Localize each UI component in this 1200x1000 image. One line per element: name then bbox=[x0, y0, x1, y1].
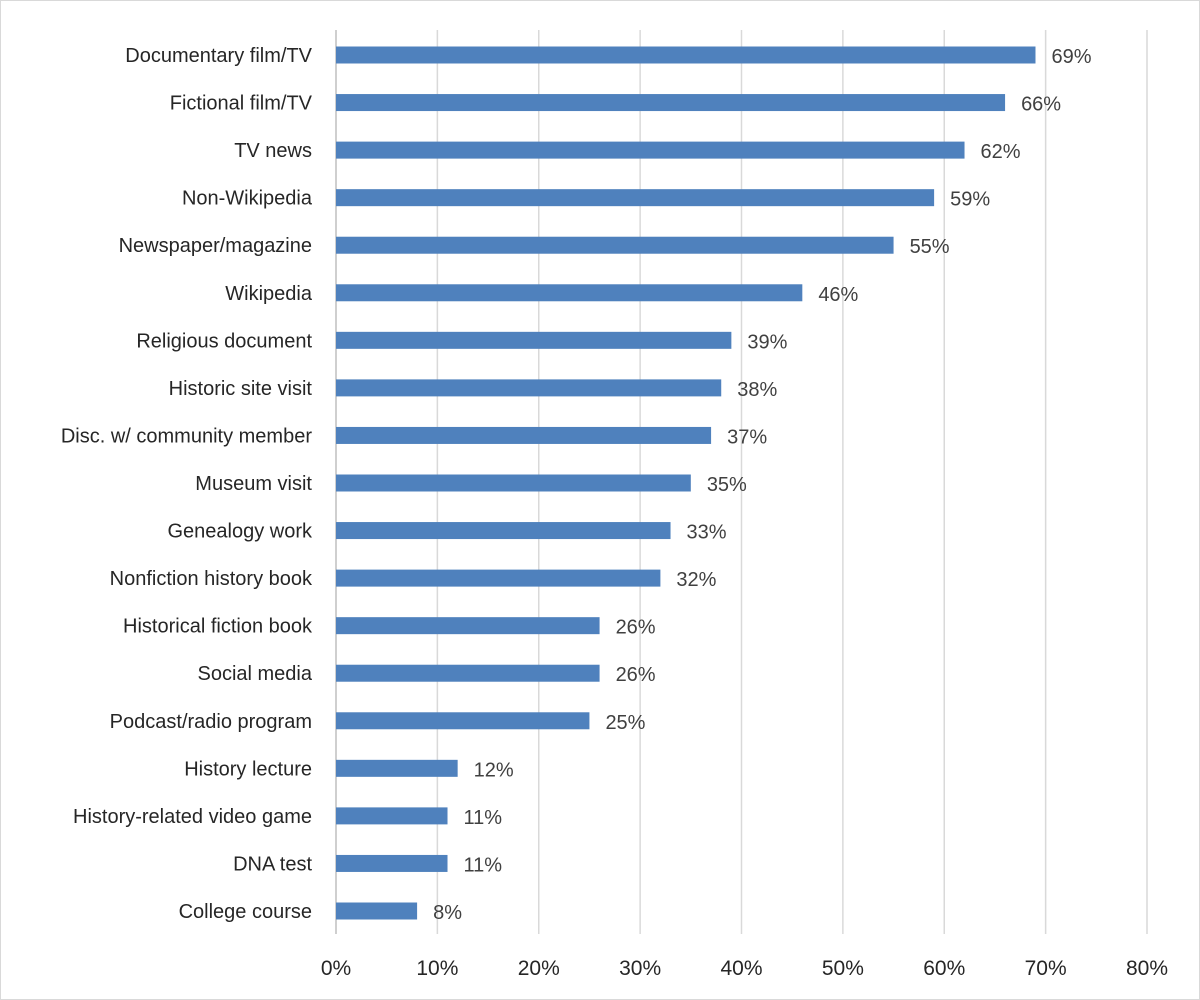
category-label: Social media bbox=[197, 663, 312, 685]
data-label: 11% bbox=[464, 807, 503, 829]
x-tick-label: 50% bbox=[822, 957, 864, 980]
category-label: Historical fiction book bbox=[123, 616, 313, 638]
bar bbox=[336, 141, 965, 159]
category-label: College course bbox=[179, 901, 312, 923]
bar bbox=[336, 379, 722, 397]
data-label: 26% bbox=[616, 617, 656, 639]
category-label: Historic site visit bbox=[169, 378, 313, 400]
category-label: Nonfiction history book bbox=[110, 568, 313, 590]
category-label: History lecture bbox=[184, 758, 312, 780]
data-label: 25% bbox=[605, 712, 645, 734]
data-label: 69% bbox=[1051, 46, 1091, 68]
category-label: Fictional film/TV bbox=[170, 93, 313, 115]
category-label: TV news bbox=[234, 140, 312, 162]
bar bbox=[336, 569, 661, 587]
bar bbox=[336, 284, 803, 302]
x-tick-label: 60% bbox=[923, 957, 965, 980]
category-label: Museum visit bbox=[195, 473, 312, 495]
data-label: 62% bbox=[981, 141, 1021, 163]
data-label: 11% bbox=[464, 854, 503, 876]
category-label: Religious document bbox=[136, 330, 312, 352]
category-label: Documentary film/TV bbox=[125, 45, 312, 67]
bar bbox=[336, 617, 600, 635]
bar bbox=[336, 712, 590, 730]
category-label: Genealogy work bbox=[167, 521, 313, 543]
category-label: Wikipedia bbox=[225, 283, 313, 305]
category-label: DNA test bbox=[233, 853, 312, 875]
data-label: 66% bbox=[1021, 94, 1061, 116]
bar bbox=[336, 94, 1006, 112]
data-label: 32% bbox=[676, 569, 716, 591]
bar bbox=[336, 807, 448, 825]
x-tick-label: 20% bbox=[518, 957, 560, 980]
category-label: Podcast/radio program bbox=[110, 711, 312, 733]
category-label: Non-Wikipedia bbox=[182, 188, 313, 210]
data-label: 46% bbox=[818, 284, 858, 306]
bar bbox=[336, 189, 935, 207]
data-label: 39% bbox=[747, 331, 787, 353]
x-tick-label: 10% bbox=[416, 957, 458, 980]
data-label: 33% bbox=[687, 522, 727, 544]
data-label: 59% bbox=[950, 189, 990, 211]
data-label: 12% bbox=[474, 759, 514, 781]
x-tick-label: 70% bbox=[1025, 957, 1067, 980]
x-tick-label: 40% bbox=[720, 957, 762, 980]
bar bbox=[336, 759, 458, 777]
category-label: Newspaper/magazine bbox=[119, 235, 312, 257]
bar bbox=[336, 331, 732, 349]
data-label: 26% bbox=[616, 664, 656, 686]
category-label: Disc. w/ community member bbox=[61, 425, 312, 447]
bar bbox=[336, 522, 671, 540]
x-tick-label: 80% bbox=[1126, 957, 1168, 980]
x-tick-label: 30% bbox=[619, 957, 661, 980]
data-label: 37% bbox=[727, 426, 767, 448]
bar bbox=[336, 474, 691, 492]
bar bbox=[336, 236, 894, 254]
category-label: History-related video game bbox=[73, 806, 312, 828]
x-tick-label: 0% bbox=[321, 957, 351, 980]
data-label: 38% bbox=[737, 379, 777, 401]
data-label: 55% bbox=[910, 236, 950, 258]
data-label: 8% bbox=[433, 902, 462, 924]
data-label: 35% bbox=[707, 474, 747, 496]
bar bbox=[336, 426, 712, 444]
bar bbox=[336, 664, 600, 682]
bar bbox=[336, 46, 1036, 64]
bar bbox=[336, 854, 448, 872]
bar bbox=[336, 902, 418, 920]
